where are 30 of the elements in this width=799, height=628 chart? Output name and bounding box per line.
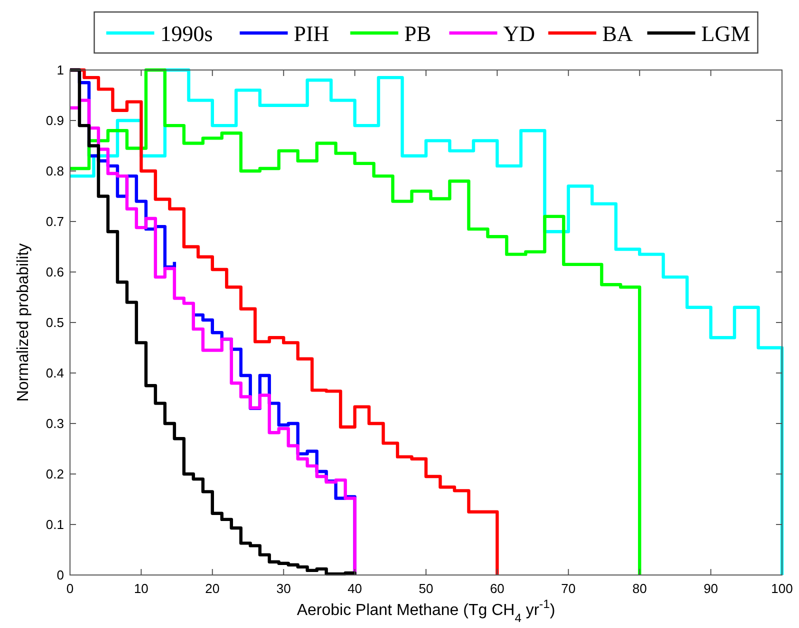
x-tick-label: 60	[490, 581, 504, 596]
y-tick-label: 1	[56, 62, 64, 78]
x-tick-label: 0	[66, 581, 74, 596]
x-axis-title: Aerobic Plant Methane (Tg CH$_{4}$ yr$^{-1}$)	[296, 597, 556, 625]
x-tick-label: 50	[418, 581, 434, 596]
y-tick-label: 0.9	[46, 113, 64, 128]
y-tick-label: 0.2	[46, 466, 64, 482]
x-tick-label: 20	[205, 581, 220, 596]
y-tick-label: 0.5	[46, 315, 64, 330]
legend-label: BA	[602, 21, 633, 46]
y-tick-label: 0	[56, 568, 64, 582]
x-tick-label: 100	[771, 581, 793, 596]
y-tick-label: 0.8	[46, 164, 64, 178]
y-axis-title: Normalized probability	[15, 243, 32, 402]
x-tick-label: 40	[348, 581, 362, 596]
legend-label: PB	[404, 21, 432, 46]
legend-label: PIH	[294, 21, 330, 46]
x-tick-label: 70	[561, 581, 576, 596]
x-tick-label: 80	[632, 581, 647, 596]
legend-label: 1990s	[160, 21, 213, 46]
y-tick-label: 0.1	[46, 517, 64, 532]
x-tick-label: 30	[276, 581, 291, 596]
x-tick-label: 10	[134, 581, 148, 596]
y-tick-label: 0.3	[46, 416, 64, 431]
y-tick-label: 0.4	[46, 366, 64, 380]
legend-label: LGM	[701, 21, 750, 46]
y-tick-label: 0.6	[46, 264, 64, 280]
legend-label: YD	[503, 21, 536, 46]
x-tick-label: 90	[704, 581, 718, 596]
y-tick-label: 0.7	[46, 214, 64, 229]
